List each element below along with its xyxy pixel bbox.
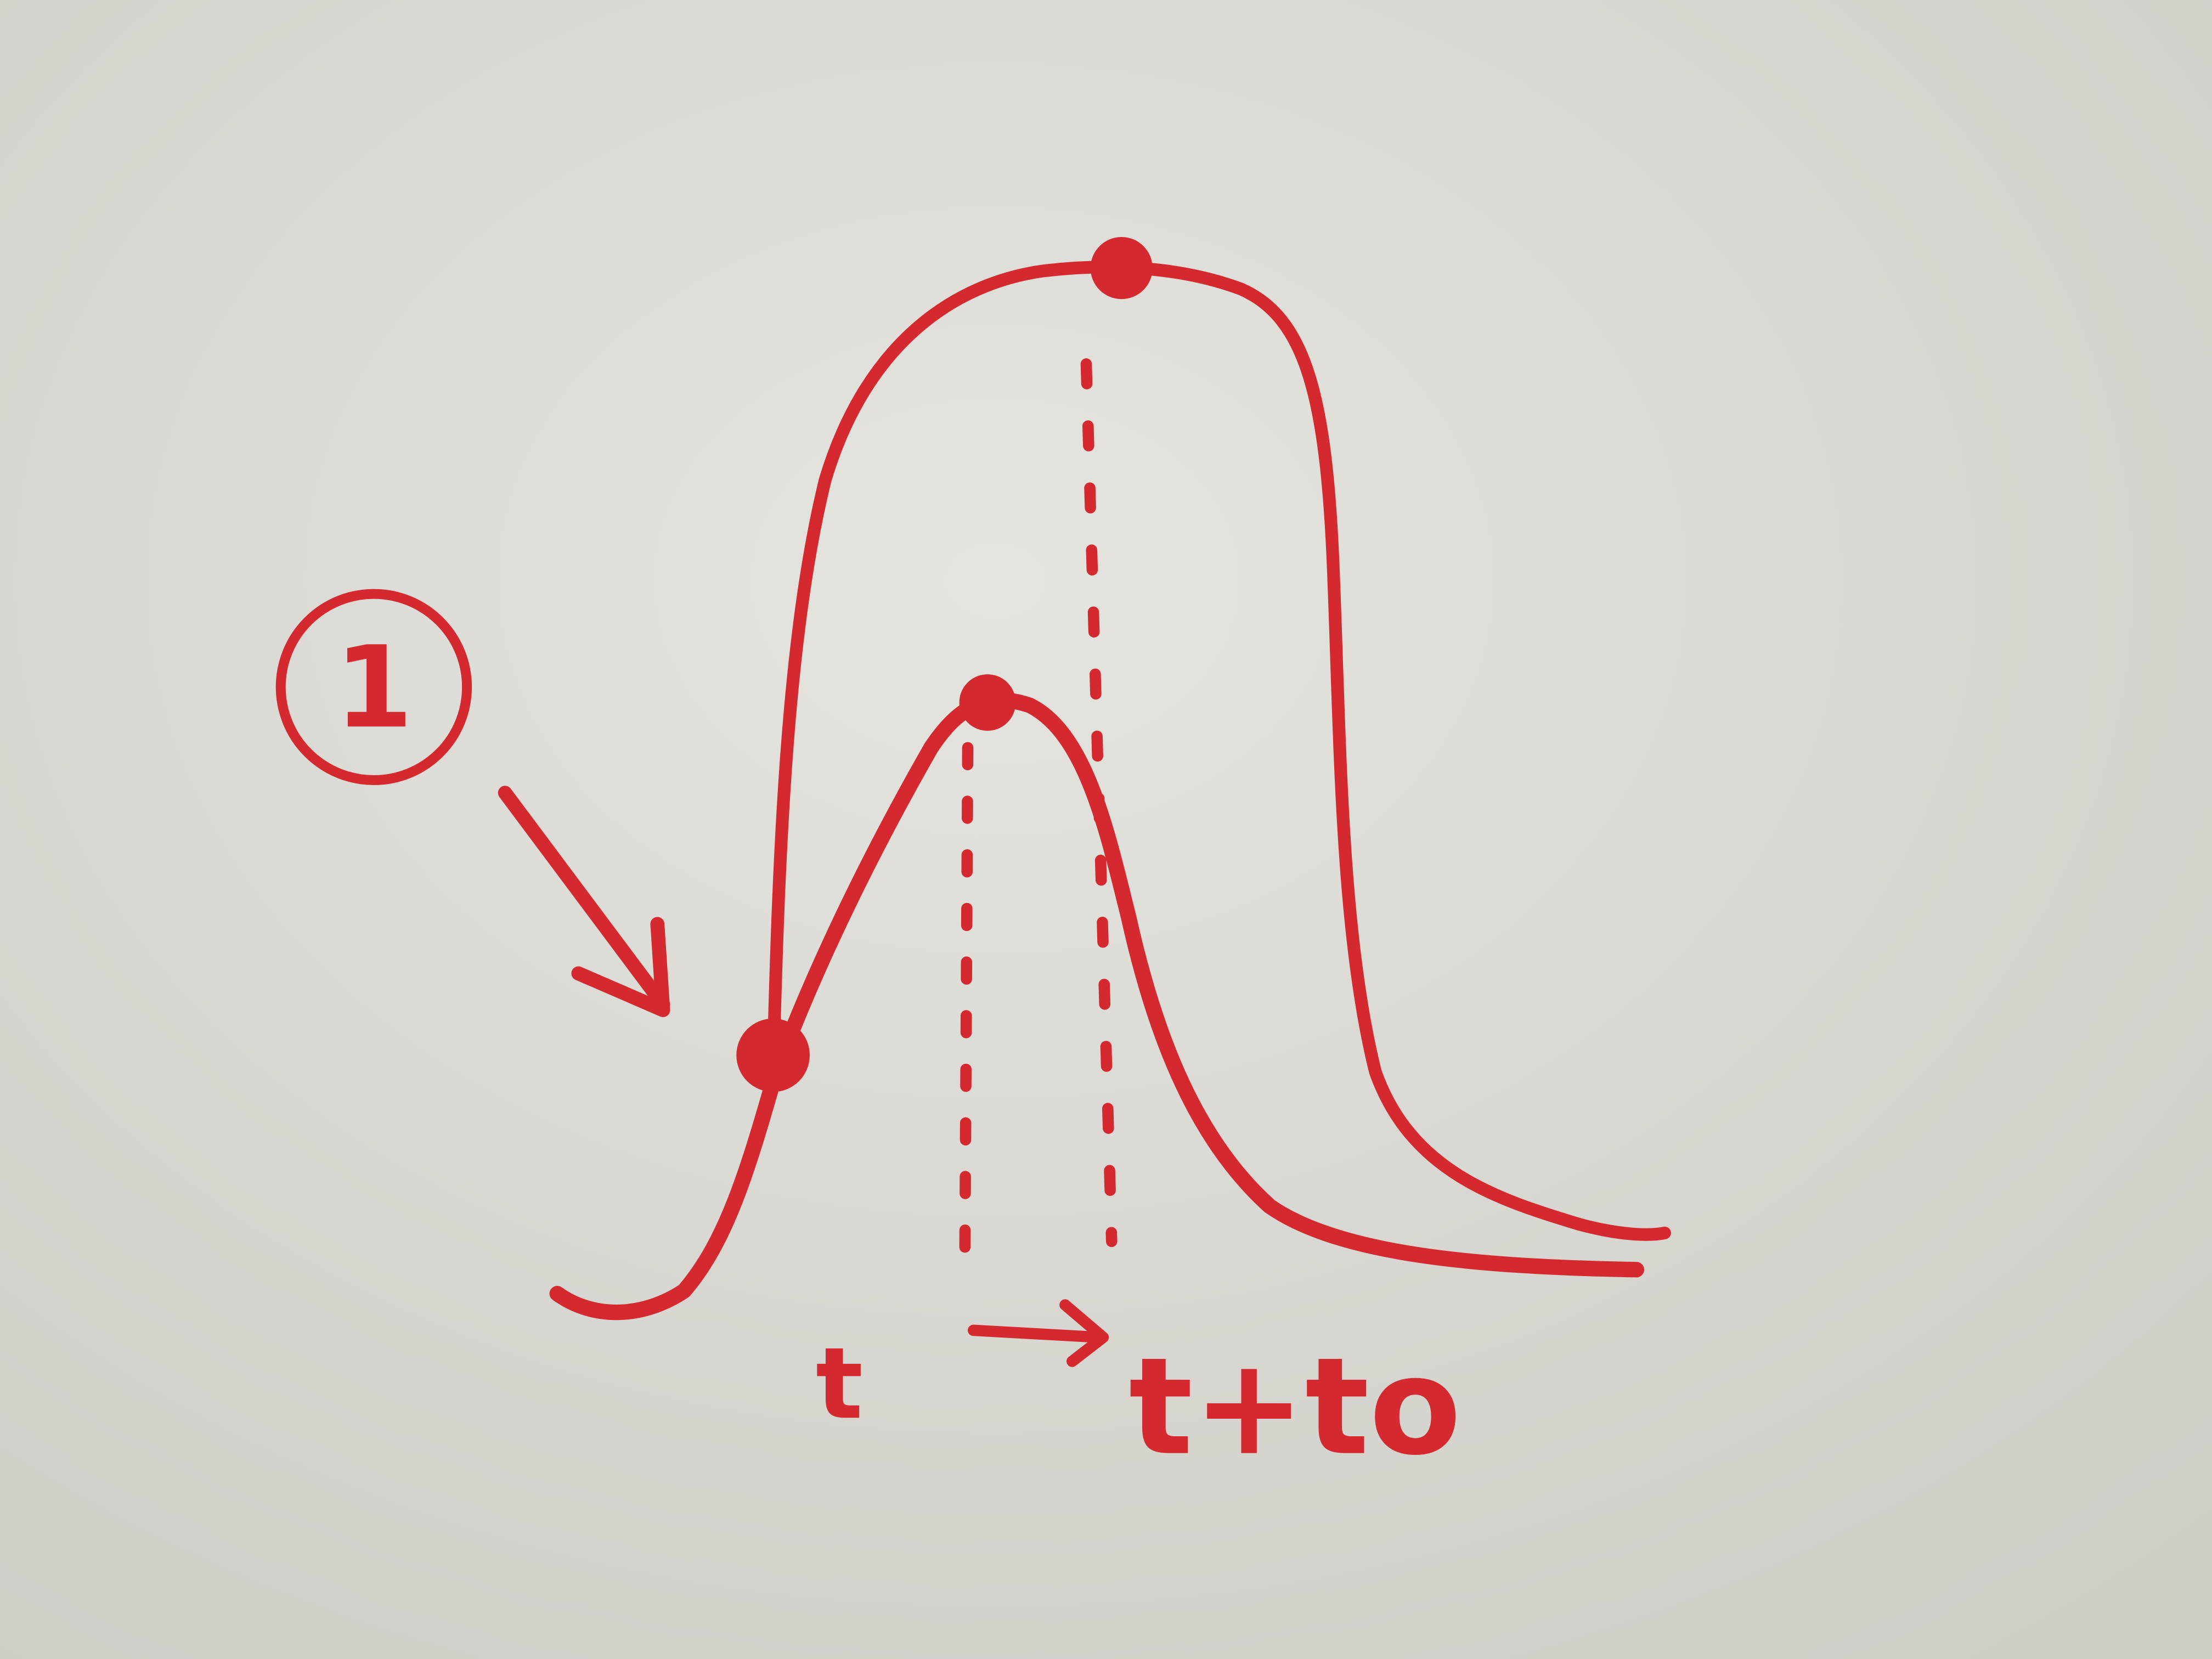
- end-label: t+to: [1129, 1329, 1462, 1485]
- marked-point: [736, 1018, 810, 1092]
- dashed-line: [1080, 358, 1118, 1248]
- arrow: [498, 786, 670, 1012]
- marker-label: 1: [335, 622, 413, 753]
- start-label: t: [816, 1327, 863, 1441]
- peak-point: [959, 674, 1016, 731]
- marker-circle: [275, 589, 472, 786]
- arrow: [968, 1324, 1106, 1343]
- wide-curve: [766, 261, 1671, 1241]
- arrow-head: [571, 917, 670, 1018]
- peak-point: [1090, 237, 1153, 300]
- arrow-head: [1059, 1299, 1109, 1367]
